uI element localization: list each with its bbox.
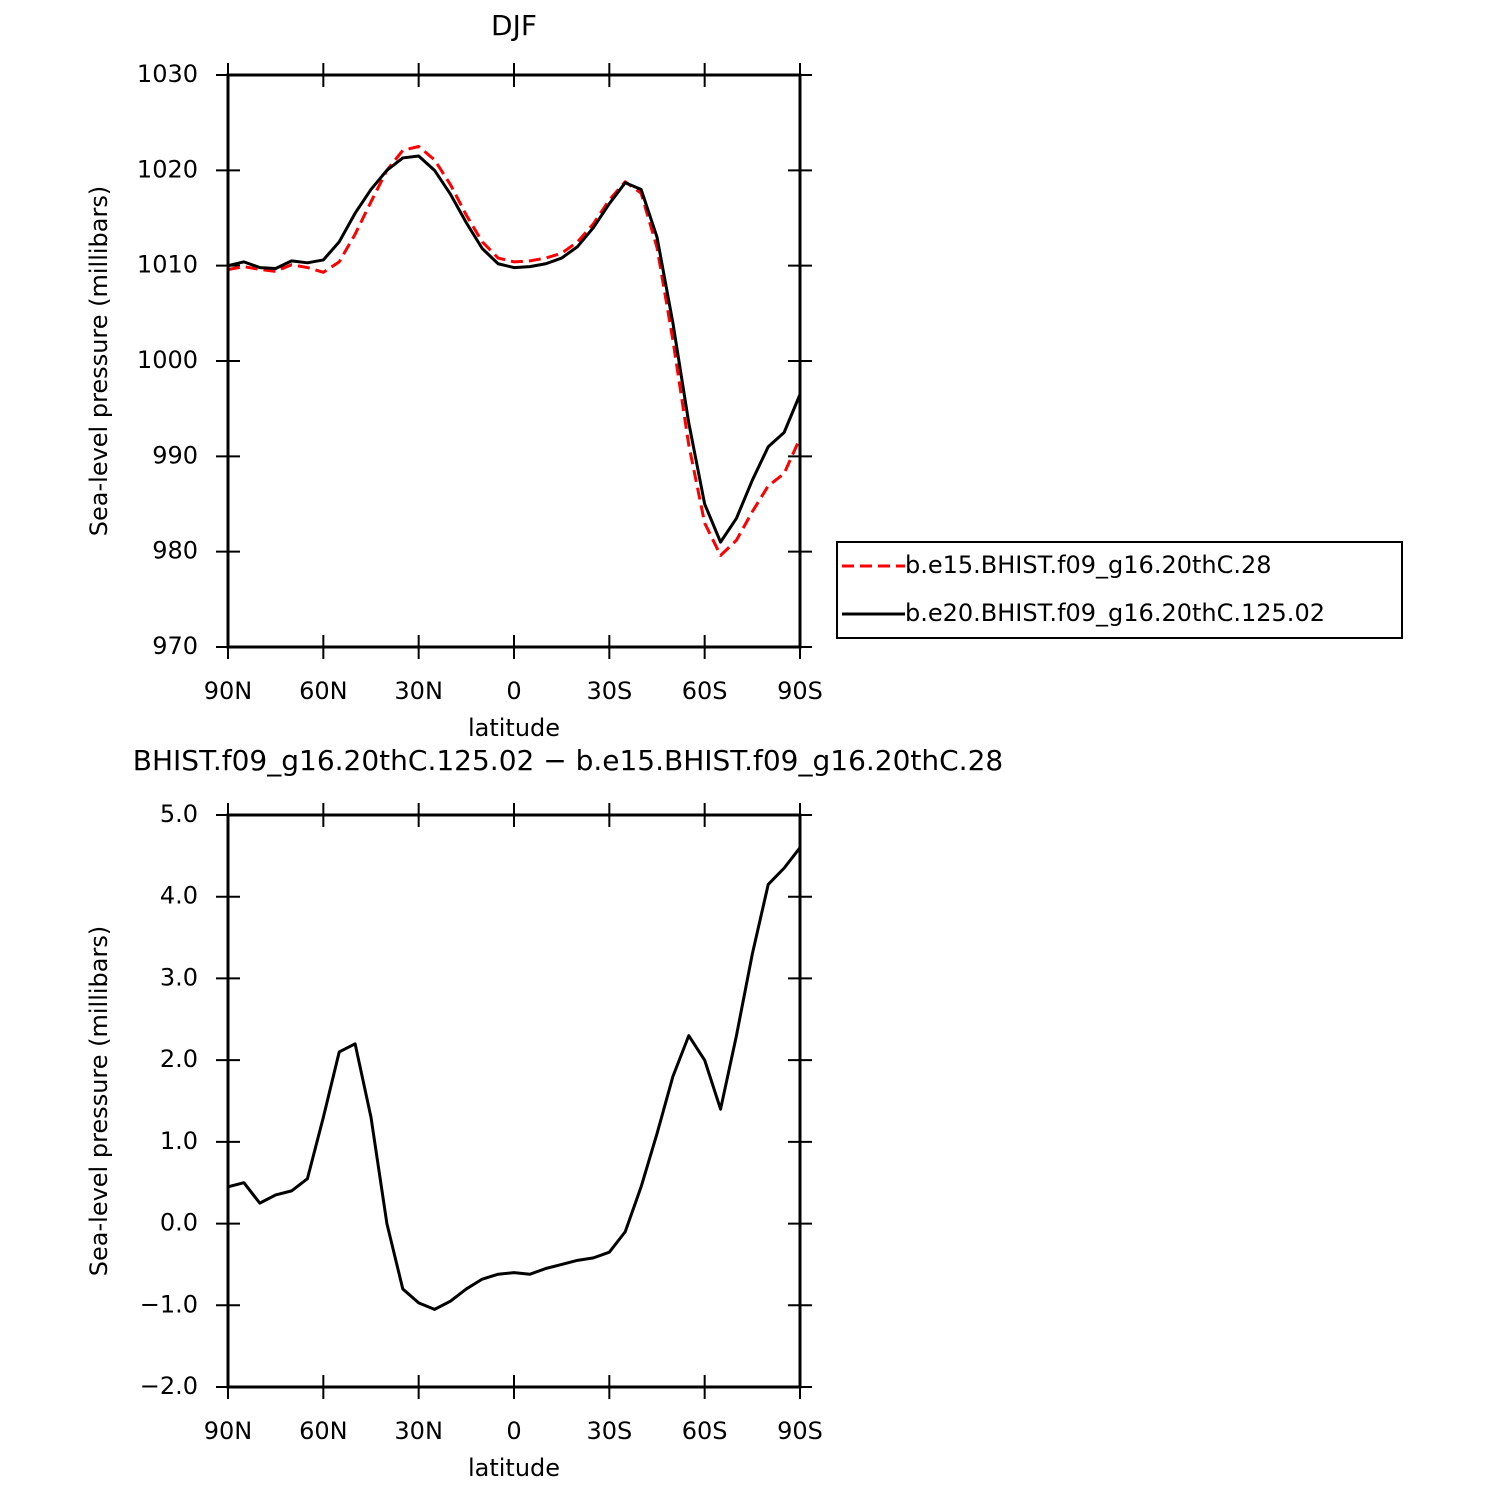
y-tick-label: 2.0: [160, 1045, 198, 1073]
y-tick-label: 4.0: [160, 882, 198, 910]
y-tick-label: 1000: [137, 346, 198, 374]
y-tick-label: −2.0: [140, 1372, 198, 1400]
x-tick-label: 0: [506, 677, 521, 705]
x-tick-label: 90S: [777, 677, 823, 705]
x-axis-label: latitude: [468, 714, 560, 742]
x-tick-label: 60S: [682, 1417, 728, 1445]
legend-box: [836, 541, 1403, 639]
x-tick-label: 90N: [204, 677, 253, 705]
y-tick-label: 990: [152, 441, 198, 469]
y-tick-label: 1010: [137, 251, 198, 279]
y-tick-label: 1030: [137, 60, 198, 88]
y-tick-label: 980: [152, 537, 198, 565]
plot-frame: [226, 73, 802, 649]
data-line: [227, 145, 802, 557]
data-line: [227, 154, 802, 544]
y-tick-label: 970: [152, 632, 198, 660]
chart-title: DJF: [491, 9, 537, 42]
x-tick-label: 60S: [682, 677, 728, 705]
y-tick-label: 0.0: [160, 1209, 198, 1237]
y-axis-label: Sea-level pressure (millibars): [85, 186, 113, 536]
y-tick-label: 1020: [137, 155, 198, 183]
chart-title: BHIST.f09_g16.20thC.125.02 − b.e15.BHIST…: [133, 744, 1003, 777]
y-tick-label: 3.0: [160, 963, 198, 991]
x-tick-label: 0: [506, 1417, 521, 1445]
x-tick-label: 30S: [586, 1417, 632, 1445]
x-tick-label: 30N: [394, 1417, 443, 1445]
x-tick-label: 90N: [204, 1417, 253, 1445]
x-tick-label: 60N: [299, 677, 348, 705]
x-tick-label: 30S: [586, 677, 632, 705]
legend-label: b.e15.BHIST.f09_g16.20thC.28: [905, 551, 1272, 579]
x-axis-label: latitude: [468, 1454, 560, 1482]
x-tick-label: 90S: [777, 1417, 823, 1445]
y-tick-label: 1.0: [160, 1127, 198, 1155]
legend: b.e15.BHIST.f09_g16.20thC.28 b.e20.BHIST.…: [836, 541, 1403, 639]
y-tick-label: −1.0: [140, 1290, 198, 1318]
legend-label: b.e20.BHIST.f09_g16.20thC.125.02: [905, 599, 1325, 627]
y-axis-label: Sea-level pressure (millibars): [85, 926, 113, 1276]
x-tick-label: 60N: [299, 1417, 348, 1445]
data-line: [227, 846, 802, 1311]
y-tick-label: 5.0: [160, 800, 198, 828]
x-tick-label: 30N: [394, 677, 443, 705]
plot-frame: [226, 813, 802, 1389]
